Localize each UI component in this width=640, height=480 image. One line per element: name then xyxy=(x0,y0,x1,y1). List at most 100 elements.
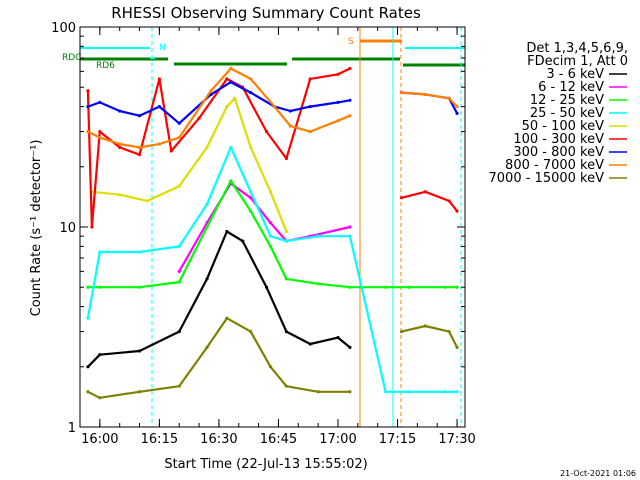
data-point xyxy=(264,129,269,134)
data-point xyxy=(225,104,229,109)
data-point xyxy=(118,145,122,150)
y-tick-label: 1 xyxy=(68,421,76,436)
legend-header-1: Det 1,3,4,5,6,9, xyxy=(526,41,628,56)
data-point xyxy=(284,277,288,281)
legend-label-9: 7000 - 15000 keV xyxy=(489,171,605,186)
data-point xyxy=(137,349,142,353)
data-point xyxy=(284,384,288,388)
data-point xyxy=(86,316,90,320)
data-point xyxy=(399,329,404,334)
data-point xyxy=(137,114,142,118)
series-line xyxy=(87,67,351,149)
y-tick-label: 100 xyxy=(51,21,76,36)
data-point xyxy=(308,77,312,81)
data-point xyxy=(137,250,142,254)
data-point xyxy=(423,190,427,194)
data-point xyxy=(86,129,90,134)
data-point xyxy=(336,100,340,104)
x-tick-label: 16:00 xyxy=(81,432,118,447)
data-point xyxy=(118,109,122,113)
data-point xyxy=(268,365,273,369)
data-point xyxy=(336,72,340,76)
annotation-s: S xyxy=(348,37,354,47)
data-point xyxy=(249,209,253,213)
data-point xyxy=(98,396,102,400)
legend-label-8: 800 - 7000 keV xyxy=(505,158,604,173)
data-point xyxy=(284,329,288,334)
series-line xyxy=(91,97,288,232)
data-point xyxy=(455,345,459,350)
series-9 xyxy=(86,316,459,400)
data-point xyxy=(308,104,312,109)
data-point xyxy=(233,96,237,100)
data-point xyxy=(348,114,352,118)
data-point xyxy=(249,77,253,81)
data-point xyxy=(249,196,253,200)
data-point xyxy=(118,142,122,146)
data-point xyxy=(308,342,312,346)
data-point xyxy=(443,285,447,289)
data-point xyxy=(137,153,142,157)
series-line xyxy=(87,81,351,125)
data-point xyxy=(145,199,150,203)
data-point xyxy=(348,234,352,238)
data-point xyxy=(137,390,142,394)
data-point xyxy=(249,90,253,95)
data-point xyxy=(225,316,229,320)
data-point xyxy=(447,96,451,100)
legend-header-2: FDecim 1, Att 0 xyxy=(527,54,628,69)
data-point xyxy=(455,104,459,109)
data-point xyxy=(455,111,459,115)
legend: Det 1,3,4,5,6,9,FDecim 1, Att 03 - 6 keV… xyxy=(489,41,628,186)
data-point xyxy=(423,92,427,97)
data-point xyxy=(86,390,90,394)
data-point xyxy=(407,390,412,394)
legend-label-6: 100 - 300 keV xyxy=(513,132,604,147)
data-point xyxy=(455,209,459,213)
series-4 xyxy=(86,145,459,394)
data-point xyxy=(336,119,340,123)
series-line xyxy=(87,230,351,368)
data-point xyxy=(336,335,340,340)
plot-frame xyxy=(79,26,466,428)
data-point xyxy=(157,142,161,146)
data-point xyxy=(241,239,245,243)
data-point xyxy=(316,282,320,286)
data-point xyxy=(177,135,181,140)
legend-label-7: 300 - 800 keV xyxy=(513,145,604,160)
series-line xyxy=(401,91,458,108)
data-point xyxy=(177,384,181,388)
series-1 xyxy=(86,229,352,369)
data-point xyxy=(348,285,352,289)
data-point xyxy=(118,193,122,197)
data-point xyxy=(177,280,181,284)
data-point xyxy=(177,121,181,125)
data-point xyxy=(98,353,102,357)
data-point xyxy=(86,285,90,289)
data-point xyxy=(98,135,102,140)
data-point xyxy=(98,100,102,104)
series-layer xyxy=(86,66,459,400)
data-point xyxy=(137,285,142,289)
data-point xyxy=(348,225,352,229)
data-point xyxy=(249,329,253,334)
annotation-n: N xyxy=(159,43,166,53)
data-point xyxy=(443,390,447,394)
data-point xyxy=(205,145,209,150)
data-point xyxy=(384,390,388,394)
data-point xyxy=(264,285,269,289)
data-point xyxy=(348,390,352,394)
annotation-rd6: RD6 xyxy=(96,61,115,71)
data-point xyxy=(348,98,352,102)
data-point xyxy=(308,129,312,134)
data-point xyxy=(229,66,233,71)
data-point xyxy=(316,390,320,394)
data-point xyxy=(399,90,404,95)
y-tick-label: 10 xyxy=(59,221,76,236)
footer-timestamp: 21-Oct-2021 01:06 xyxy=(560,469,636,478)
chart-title: RHESSI Observing Summary Count Rates xyxy=(111,4,421,22)
series-line xyxy=(87,317,350,399)
legend-label-1: 3 - 6 keV xyxy=(546,67,604,82)
data-point xyxy=(157,77,161,81)
series-8 xyxy=(86,66,459,150)
